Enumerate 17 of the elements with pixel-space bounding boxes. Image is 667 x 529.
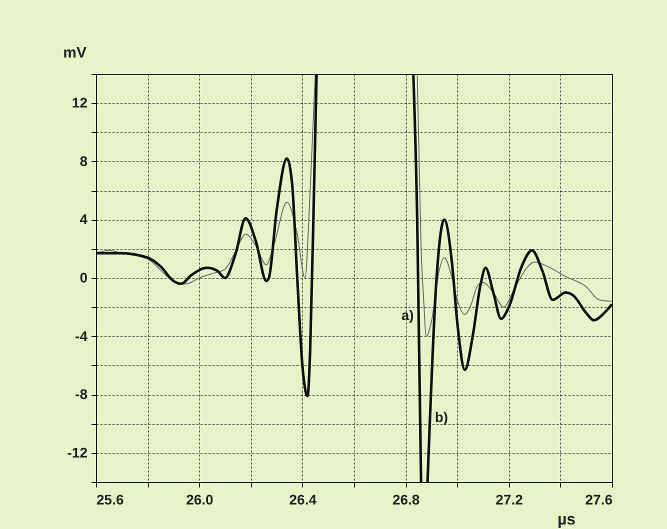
y-tick-label: -8 (75, 386, 88, 402)
y-tick-label: -4 (75, 328, 88, 344)
x-tick-label: 26.4 (289, 492, 317, 508)
y-tick-label: 4 (80, 211, 88, 228)
x-axis-title: µs (557, 512, 576, 528)
y-tick-label: -12 (67, 444, 88, 460)
y-tick-label: 0 (80, 270, 88, 286)
annotation: b) (434, 408, 448, 425)
x-tick-label: 27.2 (496, 492, 524, 508)
x-tick-label: 25.6 (96, 492, 124, 508)
y-tick-label: 8 (80, 152, 88, 169)
x-tick-label: 27.6 (585, 492, 613, 508)
x-tick-label: 26.0 (186, 492, 214, 508)
annotation: a) (401, 306, 414, 323)
x-tick-label: 26.8 (392, 492, 420, 508)
y-tick-label: 12 (72, 94, 88, 111)
y-axis-title: mV (63, 44, 86, 62)
